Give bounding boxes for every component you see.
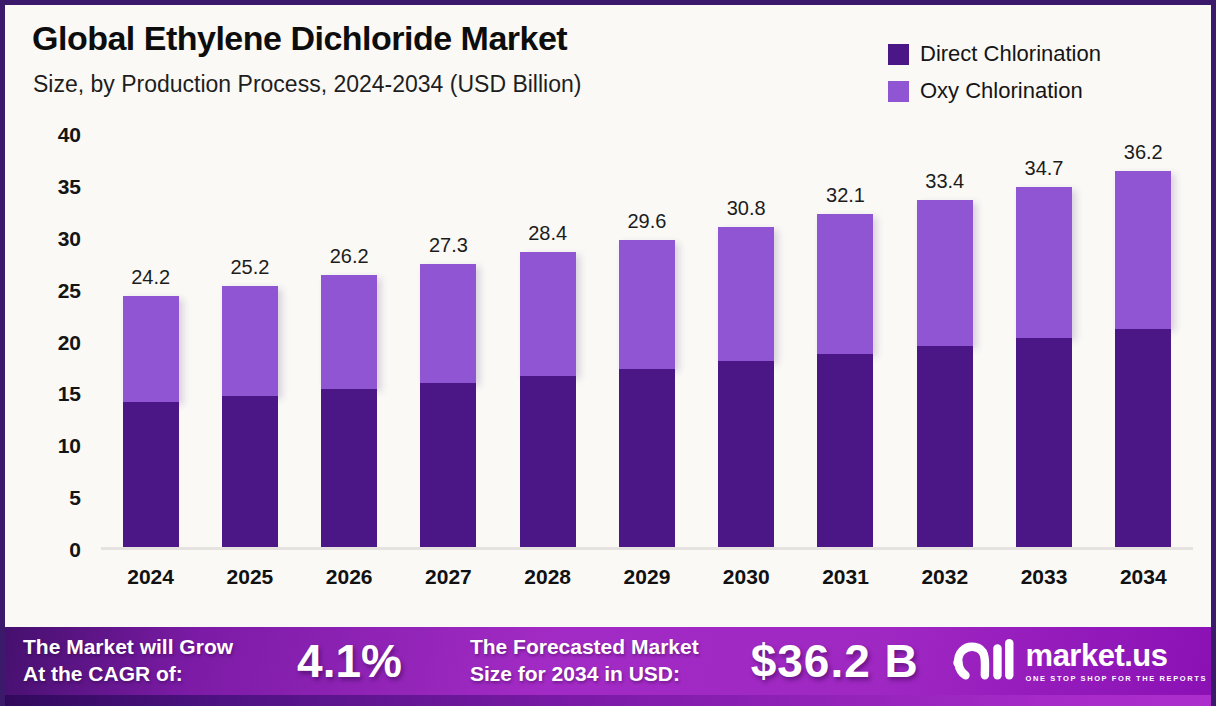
- bar-column: 24.2: [101, 135, 200, 547]
- bar-column: 32.1: [796, 135, 895, 547]
- bar-total-label: 36.2: [1124, 141, 1163, 164]
- bar-segment-direct-chlorination: [420, 383, 476, 547]
- cagr-label-line2: At the CAGR of:: [23, 661, 233, 688]
- y-axis: 0510152025303540: [5, 135, 81, 550]
- bar-segment-direct-chlorination: [222, 396, 278, 547]
- bar-segment-direct-chlorination: [321, 389, 377, 547]
- bar-segment-oxy-chlorination: [619, 240, 675, 369]
- brand-text: market.us ONE STOP SHOP FOR THE REPORTS: [1026, 640, 1207, 683]
- bar-segment-direct-chlorination: [619, 369, 675, 547]
- bar-column: 27.3: [399, 135, 498, 547]
- bar-total-label: 25.2: [230, 256, 269, 279]
- market-us-logo-icon: [952, 637, 1016, 685]
- year-label: 2032: [895, 565, 994, 589]
- bottom-strip: [5, 695, 1216, 706]
- y-tick-label: 35: [5, 174, 81, 200]
- y-tick-label: 25: [5, 278, 81, 304]
- bar-column: 33.4: [895, 135, 994, 547]
- bar-segment-direct-chlorination: [817, 354, 873, 547]
- year-label: 2029: [597, 565, 696, 589]
- bar-segment-oxy-chlorination: [1115, 171, 1171, 329]
- legend-item-direct-chlorination: Direct Chlorination: [888, 41, 1101, 67]
- year-label: 2024: [101, 565, 200, 589]
- bar-column: 26.2: [300, 135, 399, 547]
- bar-segment-oxy-chlorination: [520, 252, 576, 375]
- bar-total-label: 29.6: [627, 210, 666, 233]
- bar-segment-oxy-chlorination: [420, 264, 476, 383]
- year-label: 2027: [399, 565, 498, 589]
- bar-total-label: 33.4: [925, 170, 964, 193]
- bars: 24.2 25.2 26.2 27.3 28.4 29.6 30.8 32.1 33.4 34.7…: [101, 135, 1193, 547]
- year-label: 2030: [697, 565, 796, 589]
- legend-swatch-direct-chlorination-icon: [888, 44, 909, 65]
- bar-segment-oxy-chlorination: [123, 296, 179, 402]
- bar-total-label: 32.1: [826, 184, 865, 207]
- bar-column: 36.2: [1094, 135, 1193, 547]
- forecast-label: The Forecasted Market Size for 2034 in U…: [470, 634, 699, 688]
- bar-total-label: 28.4: [528, 222, 567, 245]
- bar-segment-oxy-chlorination: [321, 275, 377, 389]
- year-label: 2025: [200, 565, 299, 589]
- year-label: 2026: [300, 565, 399, 589]
- y-tick-label: 30: [5, 226, 81, 252]
- legend-swatch-oxy-chlorination-icon: [888, 81, 909, 102]
- bar-column: 25.2: [200, 135, 299, 547]
- brand-logo: market.us ONE STOP SHOP FOR THE REPORTS: [952, 637, 1207, 685]
- x-axis-labels: 2024202520262027202820292030203120322033…: [101, 565, 1193, 589]
- bar-segment-direct-chlorination: [1115, 329, 1171, 547]
- bar-total-label: 26.2: [330, 245, 369, 268]
- bar-segment-direct-chlorination: [123, 402, 179, 547]
- bar-column: 30.8: [697, 135, 796, 547]
- bar-segment-direct-chlorination: [1016, 338, 1072, 547]
- bar-total-label: 27.3: [429, 234, 468, 257]
- page-title: Global Ethylene Dichloride Market: [32, 19, 567, 58]
- cagr-label: The Market will Grow At the CAGR of:: [23, 634, 233, 688]
- year-label: 2034: [1094, 565, 1193, 589]
- bar-segment-direct-chlorination: [917, 346, 973, 547]
- forecast-value: $36.2 B: [751, 634, 919, 688]
- bar-segment-oxy-chlorination: [718, 227, 774, 361]
- bar-segment-oxy-chlorination: [917, 200, 973, 345]
- forecast-label-line2: Size for 2034 in USD:: [470, 661, 699, 688]
- bar-total-label: 30.8: [727, 197, 766, 220]
- y-tick-label: 40: [5, 122, 81, 148]
- bar-segment-oxy-chlorination: [222, 286, 278, 396]
- bar-segment-direct-chlorination: [718, 361, 774, 547]
- cagr-value: 4.1%: [297, 634, 402, 688]
- year-label: 2028: [498, 565, 597, 589]
- bar-column: 29.6: [597, 135, 696, 547]
- y-tick-label: 5: [5, 485, 81, 511]
- chart-legend: Direct Chlorination Oxy Chlorination: [888, 41, 1101, 104]
- year-label: 2033: [994, 565, 1093, 589]
- y-tick-label: 15: [5, 381, 81, 407]
- y-tick-label: 0: [5, 537, 81, 563]
- legend-item-oxy-chlorination: Oxy Chlorination: [888, 78, 1101, 104]
- y-tick-label: 10: [5, 433, 81, 459]
- forecast-label-line1: The Forecasted Market: [470, 634, 699, 661]
- page-subtitle: Size, by Production Process, 2024-2034 (…: [33, 71, 581, 98]
- bar-segment-oxy-chlorination: [1016, 187, 1072, 338]
- legend-label: Oxy Chlorination: [920, 78, 1083, 104]
- plot-area: 24.2 25.2 26.2 27.3 28.4 29.6 30.8 32.1 33.4 34.7…: [101, 135, 1193, 550]
- bar-column: 34.7: [994, 135, 1093, 547]
- bar-segment-direct-chlorination: [520, 376, 576, 547]
- bar-column: 28.4: [498, 135, 597, 547]
- cagr-label-line1: The Market will Grow: [23, 634, 233, 661]
- y-tick-label: 20: [5, 330, 81, 356]
- legend-label: Direct Chlorination: [920, 41, 1101, 67]
- year-label: 2031: [796, 565, 895, 589]
- bar-segment-oxy-chlorination: [817, 214, 873, 354]
- brand-name: market.us: [1026, 640, 1207, 671]
- bar-total-label: 34.7: [1025, 157, 1064, 180]
- footer-banner: The Market will Grow At the CAGR of: 4.1…: [5, 627, 1216, 695]
- brand-tagline: ONE STOP SHOP FOR THE REPORTS: [1026, 674, 1207, 683]
- bar-total-label: 24.2: [131, 266, 170, 289]
- infographic-page: Global Ethylene Dichloride Market Size, …: [0, 0, 1216, 706]
